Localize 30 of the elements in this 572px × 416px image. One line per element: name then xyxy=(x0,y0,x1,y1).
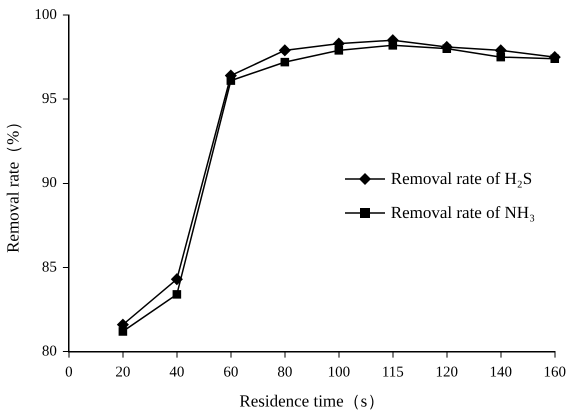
x-tick-label: 160 xyxy=(544,364,566,381)
point xyxy=(334,46,344,55)
point xyxy=(388,41,398,50)
x-tick-label: 20 xyxy=(115,364,130,381)
point xyxy=(172,290,182,299)
y-tick-label: 80 xyxy=(42,344,57,360)
point xyxy=(226,76,236,85)
point xyxy=(118,327,128,336)
y-axis-title: Removal rate（%） xyxy=(4,114,23,253)
x-tick-label: 60 xyxy=(223,364,238,381)
point xyxy=(279,44,291,56)
point xyxy=(442,44,452,53)
x-tick-label: 115 xyxy=(382,364,404,381)
y-tick-label: 95 xyxy=(42,91,57,108)
y-tick-label: 100 xyxy=(34,6,57,23)
y-tick-label: 85 xyxy=(42,259,57,276)
point xyxy=(550,54,560,64)
x-tick-label: 0 xyxy=(65,364,73,381)
point xyxy=(496,52,506,62)
point xyxy=(171,273,183,285)
y-tick-label: 90 xyxy=(42,175,57,192)
x-axis-title: Residence time（s） xyxy=(239,391,384,410)
legend-label: Removal rate of NH₃ xyxy=(390,203,535,224)
point xyxy=(280,58,290,66)
x-tick-label: 140 xyxy=(490,364,512,381)
x-tick-label: 100 xyxy=(328,364,350,381)
x-tick-label: 80 xyxy=(277,364,292,381)
x-tick-label: 40 xyxy=(169,364,184,381)
legend-label: Removal rate of H₂S xyxy=(390,169,532,190)
x-tick-label: 120 xyxy=(436,364,458,381)
